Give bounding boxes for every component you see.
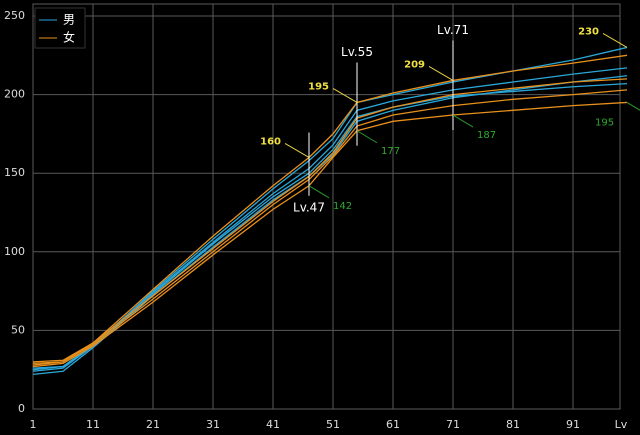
x-tick-label: 1	[30, 418, 37, 431]
x-tick-label: 11	[86, 418, 100, 431]
max-label: 230	[578, 26, 599, 37]
min-leader	[356, 130, 378, 144]
series-line	[32, 75, 628, 376]
marker-label: Lv.47	[293, 200, 325, 214]
x-tick-label: 91	[566, 418, 580, 431]
y-tick-label: 250	[4, 9, 25, 22]
x-tick-label: 51	[326, 418, 340, 431]
series-line	[32, 82, 628, 371]
series-line	[32, 101, 628, 368]
legend-label: 男	[63, 13, 75, 27]
legend-label: 女	[63, 30, 75, 45]
min-leader	[308, 185, 330, 199]
y-tick-label: 150	[4, 166, 25, 179]
max-leader	[428, 66, 454, 81]
x-tick-label: 31	[206, 418, 220, 431]
min-leader	[452, 114, 474, 128]
y-tick-label: 200	[4, 88, 25, 101]
marker-label: Lv.55	[341, 45, 373, 59]
series-line	[32, 54, 628, 366]
x-axis-label: Lv	[615, 418, 628, 431]
min-leader	[626, 102, 640, 111]
min-label: 142	[333, 201, 352, 212]
max-leader	[602, 33, 628, 48]
x-tick-label: 81	[506, 418, 520, 431]
plot-area	[32, 3, 621, 410]
y-tick-label: 100	[4, 245, 25, 258]
y-tick-label: 50	[11, 323, 25, 336]
x-tick-label: 61	[386, 418, 400, 431]
marker-label: Lv.71	[437, 23, 469, 37]
x-tick-label: 21	[146, 418, 160, 431]
min-label: 195	[595, 117, 614, 128]
max-leader	[284, 143, 310, 158]
min-label: 177	[381, 146, 400, 157]
series-line	[32, 89, 628, 365]
max-label: 195	[308, 81, 329, 92]
series-line	[32, 78, 628, 363]
max-label: 160	[260, 136, 281, 147]
min-label: 187	[477, 130, 496, 141]
x-tick-label: 41	[266, 418, 280, 431]
y-tick-label: 0	[18, 402, 25, 415]
max-label: 209	[404, 59, 425, 70]
x-tick-label: 71	[446, 418, 460, 431]
max-leader	[332, 88, 358, 103]
legend-box	[34, 7, 86, 49]
